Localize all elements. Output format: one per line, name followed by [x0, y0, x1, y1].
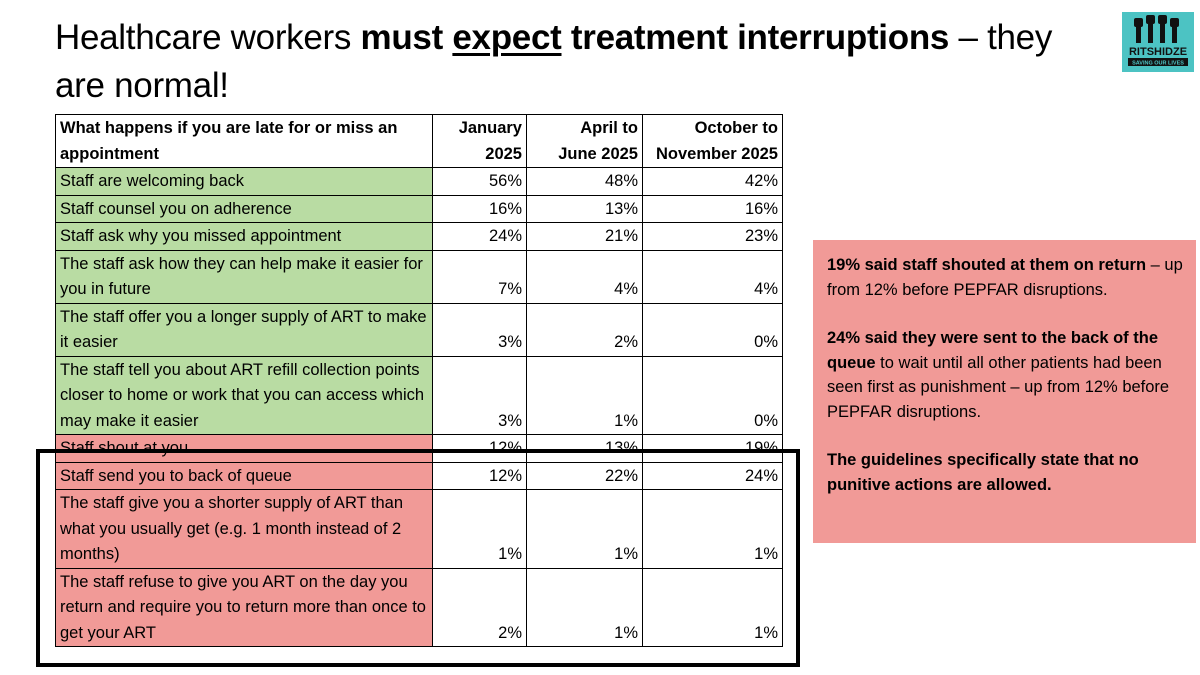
table-row: The staff ask how they can help make it …: [55, 249, 783, 304]
cell-october-november: 0%: [642, 302, 783, 357]
row-label: The staff tell you about ART refill coll…: [55, 355, 433, 435]
cell-october-november: 4%: [642, 249, 783, 304]
cell-january: 16%: [432, 194, 527, 223]
cell-october-november: 19%: [642, 434, 783, 463]
findings-callout: 19% said staff shouted at them on return…: [813, 240, 1196, 543]
title-bold-2: treatment interruptions: [561, 18, 950, 57]
table-row: Staff are welcoming back 56% 48% 42%: [55, 167, 783, 196]
table-row: Staff counsel you on adherence 16% 13% 1…: [55, 194, 783, 223]
row-label: Staff send you to back of queue: [55, 461, 433, 490]
table-row: The staff tell you about ART refill coll…: [55, 355, 783, 435]
table-row: Staff ask why you missed appointment 24%…: [55, 222, 783, 251]
cell-april-june: 48%: [526, 167, 643, 196]
cell-january: 2%: [432, 567, 527, 647]
row-label: The staff refuse to give you ART on the …: [55, 567, 433, 647]
raised-fists-icon: RITSHIDZE SAVING OUR LIVES: [1128, 15, 1188, 67]
cell-january: 12%: [432, 434, 527, 463]
cell-january: 3%: [432, 355, 527, 435]
cell-january: 3%: [432, 302, 527, 357]
cell-january: 7%: [432, 249, 527, 304]
ritshidze-logo: RITSHIDZE SAVING OUR LIVES: [1122, 12, 1194, 72]
logo-tagline: SAVING OUR LIVES: [1132, 61, 1184, 67]
callout-paragraph-queue: 24% said they were sent to the back of t…: [827, 329, 1170, 421]
title-bold-1: must: [360, 18, 453, 57]
callout-paragraph-guidelines: The guidelines specifically state that n…: [827, 451, 1139, 494]
table-row: The staff offer you a longer supply of A…: [55, 302, 783, 357]
cell-october-november: 23%: [642, 222, 783, 251]
table-row: Staff send you to back of queue 12% 22% …: [55, 461, 783, 490]
cell-april-june: 1%: [526, 567, 643, 647]
cell-april-june: 1%: [526, 355, 643, 435]
header-question: What happens if you are late for or miss…: [55, 114, 433, 168]
cell-april-june: 13%: [526, 434, 643, 463]
cell-april-june: 13%: [526, 194, 643, 223]
cell-october-november: 0%: [642, 355, 783, 435]
title-part-2: – they are normal!: [55, 18, 1053, 105]
slide-title: Healthcare workers must expect treatment…: [55, 14, 1095, 110]
row-label: Staff ask why you missed appointment: [55, 222, 433, 251]
cell-january: 12%: [432, 461, 527, 490]
header-april-june-2025: April to June 2025: [526, 114, 643, 168]
logo-name: RITSHIDZE: [1129, 46, 1187, 58]
cell-october-november: 1%: [642, 489, 783, 569]
row-label: The staff offer you a longer supply of A…: [55, 302, 433, 357]
title-underline: expect: [452, 18, 562, 57]
table-header-row: What happens if you are late for or miss…: [55, 114, 783, 168]
cell-april-june: 4%: [526, 249, 643, 304]
cell-january: 56%: [432, 167, 527, 196]
row-label: Staff shout at you: [55, 434, 433, 463]
header-october-november-2025: October to November 2025: [642, 114, 783, 168]
cell-october-november: 42%: [642, 167, 783, 196]
appointment-table: What happens if you are late for or miss…: [55, 114, 783, 647]
row-label: Staff counsel you on adherence: [55, 194, 433, 223]
callout-paragraph-shouting: 19% said staff shouted at them on return…: [827, 256, 1183, 299]
cell-april-june: 1%: [526, 489, 643, 569]
cell-october-november: 16%: [642, 194, 783, 223]
cell-october-november: 24%: [642, 461, 783, 490]
cell-january: 24%: [432, 222, 527, 251]
table-row: The staff give you a shorter supply of A…: [55, 489, 783, 569]
cell-october-november: 1%: [642, 567, 783, 647]
header-january-2025: January 2025: [432, 114, 527, 168]
cell-january: 1%: [432, 489, 527, 569]
cell-april-june: 2%: [526, 302, 643, 357]
title-part-1: Healthcare workers: [55, 18, 361, 57]
cell-april-june: 22%: [526, 461, 643, 490]
table-row: Staff shout at you 12% 13% 19%: [55, 434, 783, 463]
row-label: Staff are welcoming back: [55, 167, 433, 196]
row-label: The staff give you a shorter supply of A…: [55, 489, 433, 569]
table-row: The staff refuse to give you ART on the …: [55, 567, 783, 647]
cell-april-june: 21%: [526, 222, 643, 251]
row-label: The staff ask how they can help make it …: [55, 249, 433, 304]
